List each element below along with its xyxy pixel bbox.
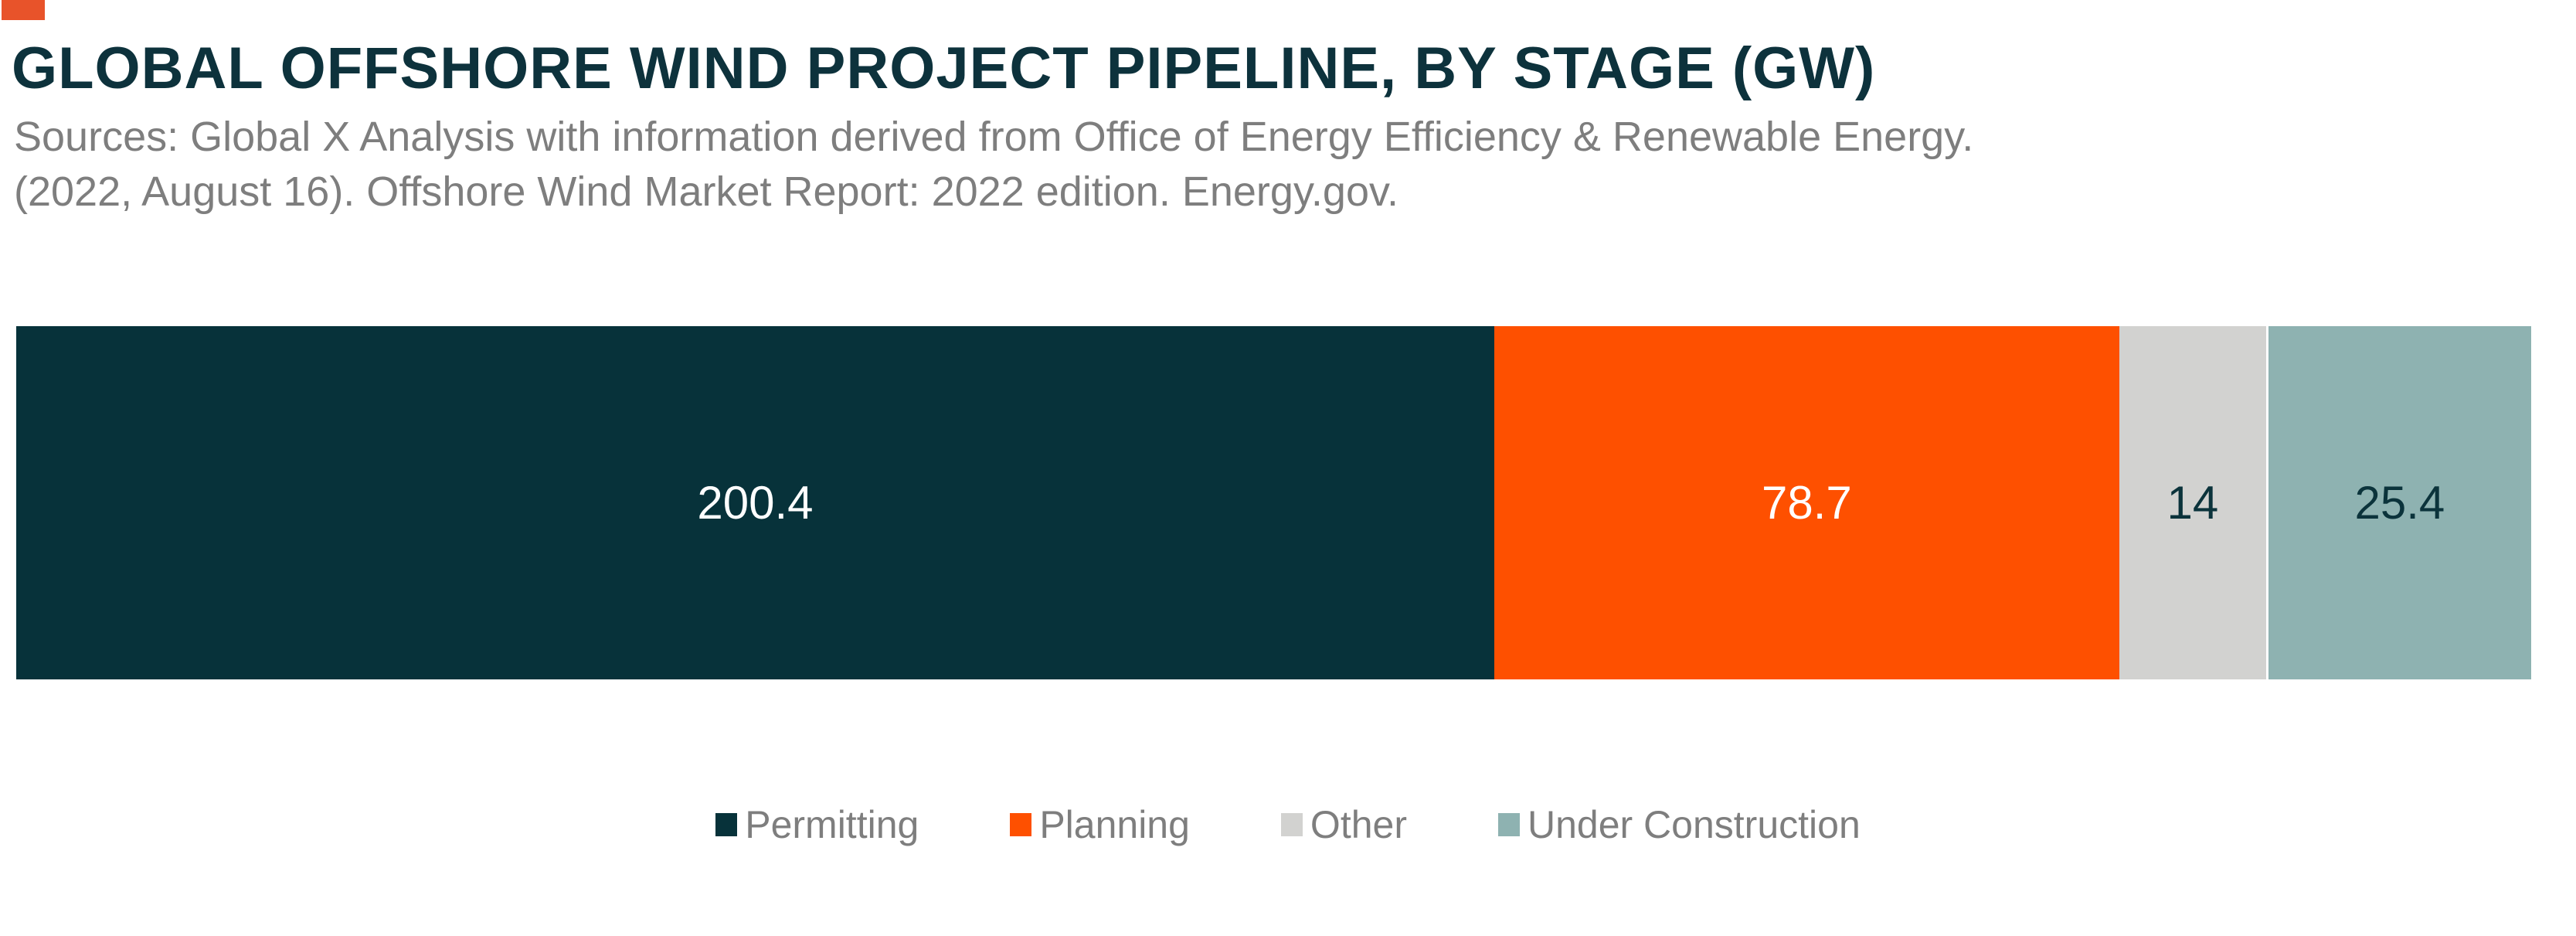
legend-swatch-planning (1010, 813, 1032, 836)
legend-label-permitting: Permitting (745, 803, 919, 846)
bar-segment-permitting: 200.4 (16, 326, 1494, 679)
segment-value-label-permitting: 200.4 (697, 477, 814, 529)
legend-item-under-construction: Under Construction (1497, 802, 1861, 847)
segment-value-label-planning: 78.7 (1762, 477, 1852, 529)
brand-accent-square (2, 0, 45, 20)
bar-segment-planning: 78.7 (1494, 326, 2119, 679)
legend-label-other: Other (1310, 803, 1407, 846)
legend-item-permitting: Permitting (715, 802, 919, 847)
bar-segment-other: 14 (2119, 326, 2268, 679)
legend-item-planning: Planning (1010, 802, 1190, 847)
segment-value-label-other: 14 (2166, 477, 2219, 529)
source-line-2: (2022, August 16). Offshore Wind Market … (14, 168, 1398, 215)
source-text: Sources: Global X Analysis with informat… (14, 110, 2332, 220)
source-line-1: Sources: Global X Analysis with informat… (14, 114, 1974, 160)
bar-segment-under-construction: 25.4 (2268, 326, 2531, 679)
legend-swatch-permitting (715, 813, 738, 836)
legend-swatch-under-construction (1497, 813, 1520, 836)
legend-label-planning: Planning (1039, 803, 1190, 846)
legend-label-under-construction: Under Construction (1527, 803, 1861, 846)
stacked-bar: 200.4 78.7 14 25.4 (16, 326, 2531, 679)
legend-item-other: Other (1280, 802, 1407, 847)
chart-title: GLOBAL OFFSHORE WIND PROJECT PIPELINE, B… (12, 36, 1876, 101)
legend-swatch-other (1280, 813, 1303, 836)
segment-value-label-under-construction: 25.4 (2354, 477, 2445, 529)
legend: Permitting Planning Other Under Constructio… (0, 802, 2576, 847)
